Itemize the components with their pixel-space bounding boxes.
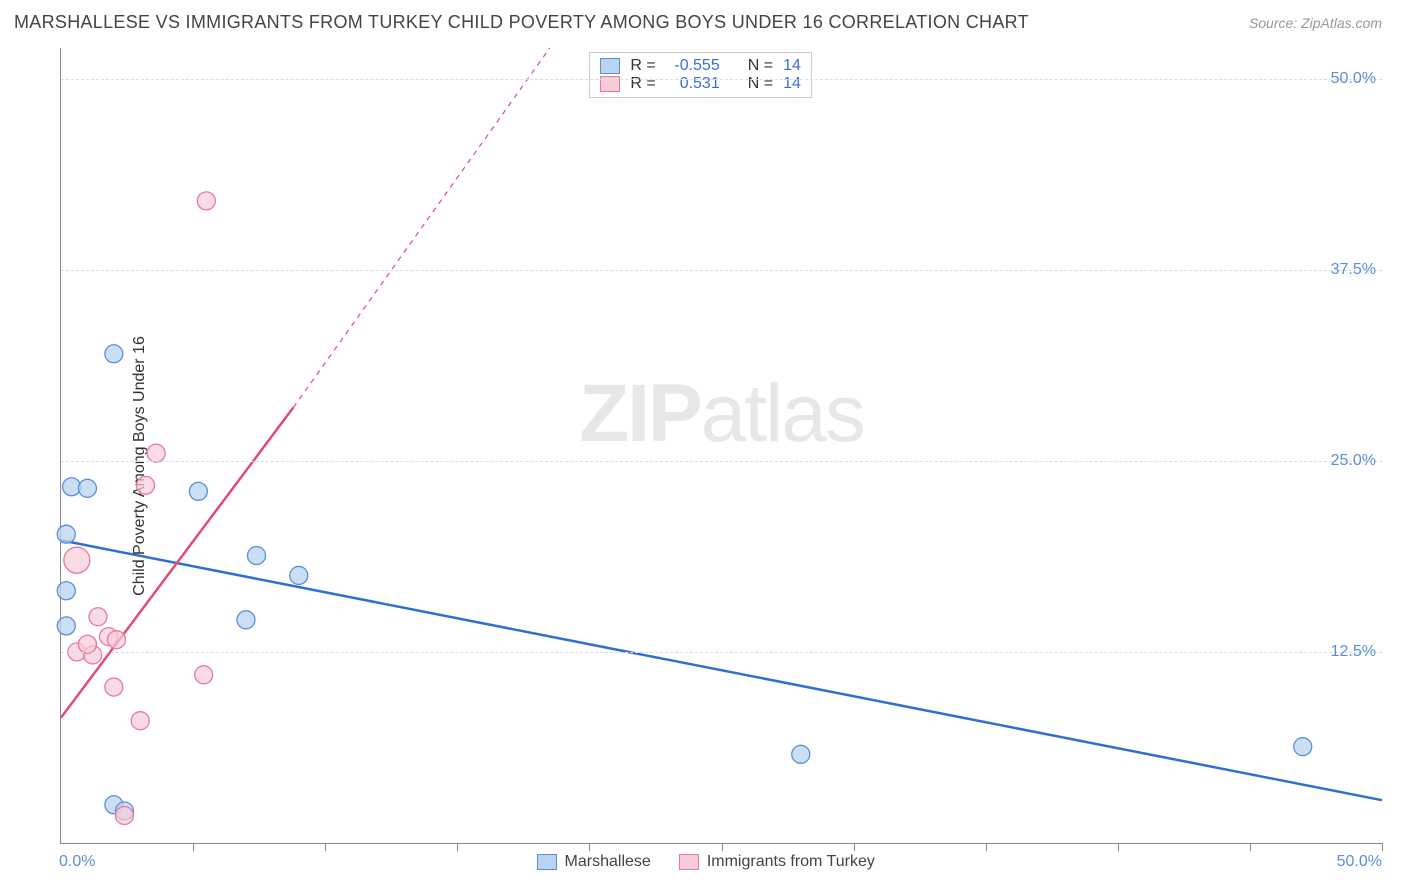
x-tick bbox=[1250, 843, 1251, 851]
trend-line-extrapolated bbox=[293, 48, 549, 407]
data-point bbox=[63, 478, 81, 496]
x-tick bbox=[986, 843, 987, 851]
x-tick bbox=[325, 843, 326, 851]
legend-series-label: Immigrants from Turkey bbox=[707, 853, 875, 871]
gridline-h bbox=[61, 461, 1382, 462]
x-tick bbox=[854, 843, 855, 851]
y-tick-label: 37.5% bbox=[1331, 261, 1376, 279]
legend-series-label: Marshallese bbox=[565, 853, 651, 871]
chart-container: Child Poverty Among Boys Under 16 ZIPatl… bbox=[14, 48, 1382, 884]
y-tick-label: 50.0% bbox=[1331, 70, 1376, 88]
data-point bbox=[137, 476, 155, 494]
x-axis-max-label: 50.0% bbox=[1337, 853, 1382, 871]
legend-n-label: N = bbox=[748, 57, 773, 75]
data-point bbox=[195, 666, 213, 684]
legend-series: Marshallese Immigrants from Turkey bbox=[537, 853, 875, 871]
data-point bbox=[78, 635, 96, 653]
x-tick bbox=[457, 843, 458, 851]
chart-title: MARSHALLESE VS IMMIGRANTS FROM TURKEY CH… bbox=[14, 12, 1029, 33]
data-point bbox=[131, 712, 149, 730]
data-point bbox=[107, 631, 125, 649]
data-point bbox=[105, 345, 123, 363]
data-point bbox=[237, 611, 255, 629]
data-point bbox=[1294, 738, 1312, 756]
legend-swatch bbox=[679, 854, 699, 870]
legend-swatch bbox=[600, 58, 620, 74]
gridline-h bbox=[61, 270, 1382, 271]
data-point bbox=[290, 566, 308, 584]
data-point bbox=[189, 482, 207, 500]
data-point bbox=[57, 525, 75, 543]
x-tick bbox=[589, 843, 590, 851]
data-point bbox=[147, 444, 165, 462]
y-tick-label: 25.0% bbox=[1331, 452, 1376, 470]
x-axis-min-label: 0.0% bbox=[59, 853, 95, 871]
y-tick-label: 12.5% bbox=[1331, 643, 1376, 661]
data-point bbox=[792, 745, 810, 763]
x-tick bbox=[1382, 843, 1383, 851]
legend-correlation: R = -0.555 N = 14 R = 0.531 N = 14 bbox=[589, 52, 811, 98]
data-point bbox=[197, 192, 215, 210]
data-point bbox=[64, 547, 90, 573]
source-label: Source: ZipAtlas.com bbox=[1249, 15, 1382, 31]
legend-swatch bbox=[537, 854, 557, 870]
legend-r-value: -0.555 bbox=[666, 57, 720, 75]
data-point bbox=[57, 617, 75, 635]
data-point bbox=[57, 582, 75, 600]
legend-r-label: R = bbox=[630, 57, 655, 75]
x-tick bbox=[722, 843, 723, 851]
legend-n-value: 14 bbox=[783, 57, 801, 75]
x-tick bbox=[1118, 843, 1119, 851]
data-point bbox=[78, 479, 96, 497]
legend-correlation-row: R = -0.555 N = 14 bbox=[600, 57, 800, 75]
gridline-h bbox=[61, 79, 1382, 80]
legend-series-item: Marshallese bbox=[537, 853, 651, 871]
data-point bbox=[105, 678, 123, 696]
data-point bbox=[89, 608, 107, 626]
plot-svg bbox=[61, 48, 1382, 843]
header: MARSHALLESE VS IMMIGRANTS FROM TURKEY CH… bbox=[0, 0, 1406, 37]
trend-line bbox=[61, 540, 1382, 800]
data-point bbox=[248, 547, 266, 565]
x-tick bbox=[193, 843, 194, 851]
data-point bbox=[115, 806, 133, 824]
gridline-h bbox=[61, 652, 1382, 653]
legend-series-item: Immigrants from Turkey bbox=[679, 853, 875, 871]
plot-area: ZIPatlas R = -0.555 N = 14 R = 0.531 N =… bbox=[60, 48, 1382, 844]
